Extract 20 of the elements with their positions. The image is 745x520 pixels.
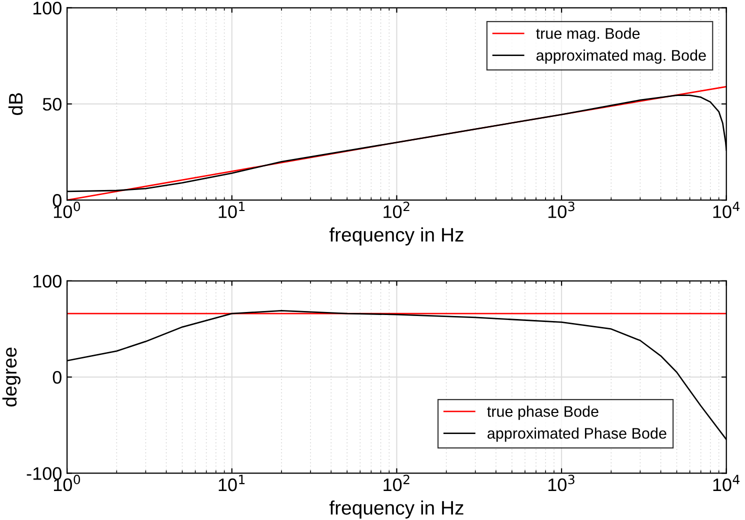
x-tick-label: 10$^{3}$ [548, 202, 574, 218]
legend-label: approximated mag. Bode [536, 50, 706, 64]
y-tick-label: 0 [52, 370, 62, 384]
x-tick-label: 10$^{1}$ [218, 202, 245, 218]
y-axis-title: dB [8, 93, 23, 116]
legend-label: true mag. Bode [536, 28, 640, 42]
x-tick-label: 10$^{4}$ [713, 474, 740, 492]
x-tick-label: 10$^{2}$ [384, 202, 410, 218]
x-tick-label: 10$^{2}$ [384, 474, 410, 492]
x-tick-label: 10$^{3}$ [548, 474, 574, 492]
x-tick-label: 10$^{1}$ [218, 474, 245, 492]
y-tick-label: 50 [42, 98, 62, 111]
x-tick-label: 10$^{4}$ [713, 202, 740, 218]
y-axis-title: degree [2, 348, 20, 406]
legend-label: true phase Bode [487, 406, 598, 420]
x-axis-title: frequency in Hz [329, 227, 464, 246]
y-tick-label: 100 [33, 274, 62, 288]
y-tick-label: 100 [33, 2, 62, 15]
legend-label: approximated Phase Bode [488, 428, 666, 442]
x-axis-title: frequency in Hz [329, 500, 464, 519]
